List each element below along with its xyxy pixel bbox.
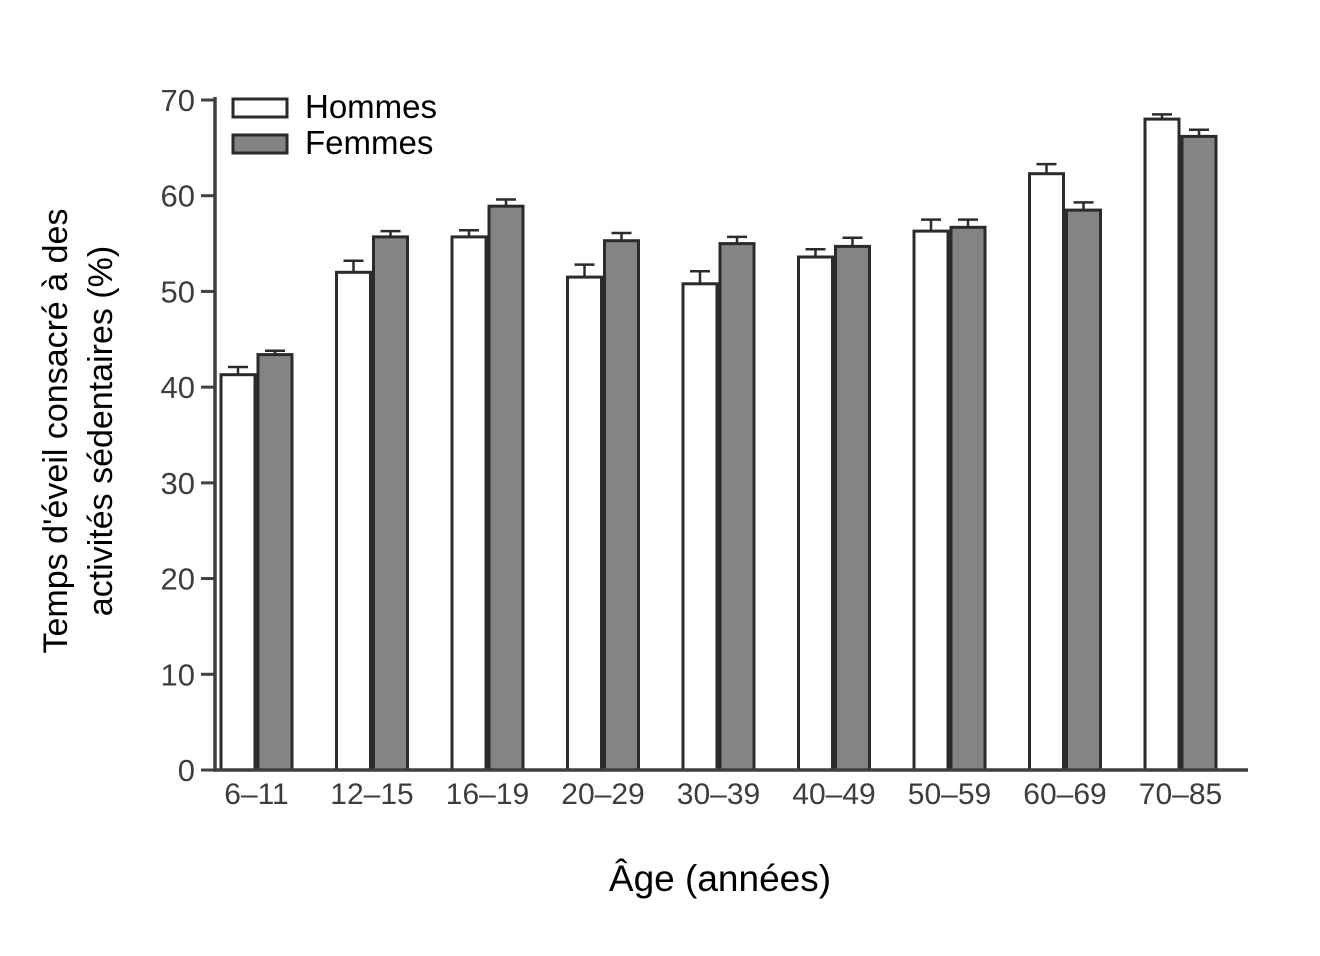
bar-hommes-3 [566,275,603,772]
x-tick-label: 40–49 [792,778,875,811]
y-tick-label: 60 [161,179,195,214]
bar-femmes-1 [372,235,409,772]
bar-hommes-7 [1028,172,1065,772]
y-axis-title-line2: activités sédentaires (%) [82,245,120,617]
legend-swatch-hommes [231,97,289,119]
bar-hommes-1 [335,270,372,772]
y-tick-label: 0 [178,753,195,788]
y-tick-label: 30 [161,466,195,501]
legend-swatch-femmes [231,133,289,155]
y-tick-label: 10 [161,657,195,692]
bar-femmes-6 [949,225,987,772]
bar-hommes-2 [450,235,488,772]
bar-femmes-2 [487,204,525,772]
x-tick-label: 70–85 [1139,778,1222,811]
x-tick-label: 60–69 [1023,778,1106,811]
legend-label-femmes: Femmes [305,124,433,161]
x-axis-title: Âge (années) [608,858,832,899]
y-tick-label: 20 [161,562,195,597]
legend-label-hommes: Hommes [305,88,437,125]
x-tick-label: 20–29 [561,778,644,811]
bar-hommes-5 [797,255,834,772]
x-tick-label: 6–11 [224,778,289,811]
y-tick-label: 40 [161,370,195,405]
x-tick-label: 30–39 [677,778,760,811]
bar-hommes-6 [912,229,950,772]
x-tick-label: 50–59 [908,778,991,811]
bar-hommes-0 [219,373,257,772]
bar-femmes-4 [718,242,756,772]
bar-hommes-4 [681,282,719,772]
x-tick-label: 12–15 [330,778,413,811]
bar-femmes-5 [834,244,871,772]
bar-femmes-3 [603,239,640,772]
y-tick-label: 70 [161,83,195,118]
bar-hommes-8 [1143,117,1181,772]
y-axis-title-line1: Temps d'éveil consacré à des [37,208,75,654]
y-axis-title: Temps d'éveil consacré à des activités s… [34,81,126,781]
bar-femmes-7 [1065,208,1102,772]
bar-femmes-0 [256,353,294,772]
bar-femmes-8 [1180,134,1218,772]
y-tick-label: 50 [161,274,195,309]
x-tick-label: 16–19 [446,778,529,811]
